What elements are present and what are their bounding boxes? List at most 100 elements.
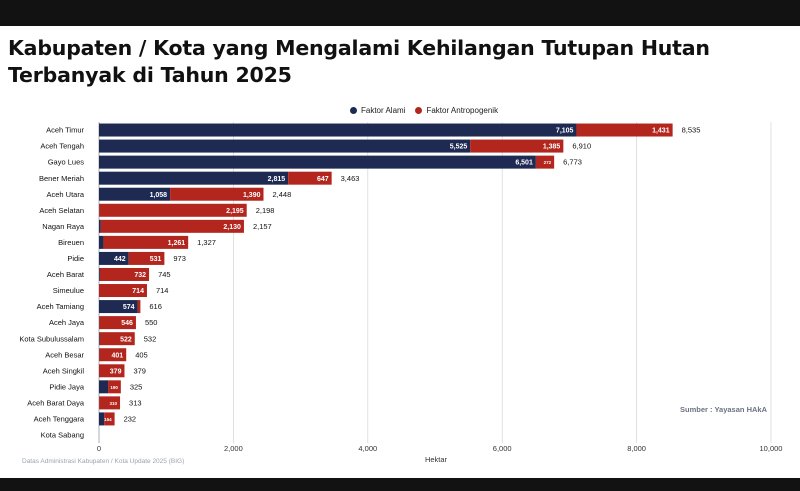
- x-tick-label: 10,000: [760, 444, 783, 453]
- legend-swatch-antropogenik: [415, 106, 423, 114]
- x-tick-label: 0: [97, 444, 101, 453]
- category-label: Aceh Singkil: [43, 366, 85, 375]
- source-note: Sumber : Yayasan HAkA: [680, 405, 767, 414]
- data-label-antropogenik: 154: [104, 417, 112, 422]
- data-label-antropogenik: 2,195: [226, 208, 244, 215]
- bar-antropogenik: [99, 316, 136, 330]
- bar-antropogenik: [99, 267, 150, 281]
- legend: Faktor Alami Faktor Antropogenik: [350, 103, 508, 117]
- chart-title: Kabupaten / Kota yang Mengalami Kehilang…: [8, 36, 710, 87]
- total-label: 325: [130, 382, 143, 391]
- total-label: 232: [124, 415, 137, 424]
- legend-swatch-alami: [350, 106, 357, 114]
- data-label-antropogenik: 310: [110, 401, 118, 406]
- category-label: Pidie Jaya: [49, 382, 84, 391]
- category-label: Aceh Utara: [46, 190, 84, 199]
- bar-antropogenik: [99, 364, 125, 378]
- total-label: 313: [129, 398, 142, 407]
- data-label-antropogenik: 1,385: [543, 144, 561, 151]
- total-label: 616: [149, 302, 162, 311]
- total-label: 379: [133, 366, 146, 375]
- bar-alami: [99, 155, 536, 169]
- bar-antropogenik: [103, 235, 189, 249]
- total-label: 2,448: [273, 190, 292, 199]
- category-label: Kota Subulussalam: [19, 334, 84, 343]
- bar-antropogenik: [99, 396, 121, 410]
- bar-alami: [99, 332, 100, 346]
- bottom-bar: [0, 478, 800, 491]
- bar-antropogenik: [104, 412, 115, 426]
- category-label: Kota Sabang: [41, 431, 84, 440]
- total-label: 714: [156, 286, 169, 295]
- bar-antropogenik: [108, 380, 121, 394]
- data-label-antropogenik: 2,130: [223, 224, 241, 231]
- total-label: 532: [144, 334, 157, 343]
- total-label: 8,535: [682, 126, 701, 135]
- bar-alami: [99, 171, 289, 185]
- total-label: 6,910: [572, 142, 591, 151]
- total-label: 6,773: [563, 158, 582, 167]
- bar-alami: [99, 219, 101, 233]
- data-label-antropogenik: 732: [134, 272, 146, 279]
- data-label-antropogenik: 546: [121, 320, 133, 327]
- data-label-antropogenik: 714: [132, 288, 144, 295]
- data-label-antropogenik: 1,390: [243, 192, 261, 199]
- bar-antropogenik: [100, 219, 244, 233]
- bar-alami: [99, 267, 100, 281]
- x-tick-label: 6,000: [493, 444, 512, 453]
- total-label: 1,327: [197, 238, 216, 247]
- bar-antropogenik: [99, 332, 135, 346]
- data-label-alami: 574: [123, 304, 135, 311]
- bar-antropogenik: [170, 187, 264, 201]
- total-label: 405: [135, 350, 148, 359]
- category-label: Aceh Tamiang: [37, 302, 84, 311]
- total-label: 745: [158, 270, 171, 279]
- legend-item-alami: Faktor Alami: [350, 106, 405, 115]
- bar-alami: [99, 187, 171, 201]
- total-label: 550: [145, 318, 158, 327]
- category-label: Aceh Timur: [46, 126, 84, 135]
- data-label-alami: 442: [114, 256, 126, 263]
- total-label: 3,463: [341, 174, 360, 183]
- data-label-antropogenik: 531: [150, 256, 162, 263]
- data-label-antropogenik: 190: [110, 385, 118, 390]
- footnote: Datas Administrasi Kabupaten / Kota Upda…: [22, 458, 185, 465]
- category-label: Aceh Selatan: [39, 206, 84, 215]
- total-label: 973: [173, 254, 186, 263]
- top-bar: [0, 0, 800, 26]
- total-label: 2,198: [256, 206, 275, 215]
- data-label-alami: 2,815: [268, 176, 286, 183]
- x-axis-label: Hektar: [425, 455, 448, 464]
- category-label: Aceh Barat: [47, 270, 85, 279]
- bar-alami: [99, 123, 577, 137]
- x-tick-label: 8,000: [627, 444, 646, 453]
- category-label: Aceh Tengah: [40, 142, 84, 151]
- total-label: 2,157: [253, 222, 272, 231]
- data-label-antropogenik: 401: [112, 352, 124, 359]
- bar-alami: [99, 412, 105, 426]
- data-label-antropogenik: 1,261: [168, 240, 186, 247]
- data-label-alami: 5,525: [450, 144, 468, 151]
- data-label-alami: 7,105: [556, 128, 574, 135]
- bar-antropogenik: [576, 123, 673, 137]
- data-label-alami: 6,501: [515, 160, 533, 167]
- bar-antropogenik: [99, 203, 247, 217]
- legend-label-alami: Faktor Alami: [361, 105, 406, 115]
- bar-alami: [99, 235, 104, 249]
- bar-antropogenik: [535, 155, 555, 169]
- x-tick-label: 4,000: [358, 444, 377, 453]
- legend-label-antropogenik: Faktor Antropogenik: [426, 105, 499, 115]
- data-label-antropogenik: 1,431: [652, 128, 670, 135]
- bar-alami: [99, 300, 138, 314]
- category-label: Aceh Besar: [45, 350, 84, 359]
- category-label: Gayo Lues: [48, 158, 85, 167]
- bar-antropogenik: [288, 171, 332, 185]
- data-label-antropogenik: 522: [120, 336, 132, 343]
- bar-alami: [99, 380, 109, 394]
- bar-alami: [99, 251, 129, 265]
- category-label: Bener Meriah: [39, 174, 84, 183]
- bar-antropogenik: [470, 139, 564, 153]
- category-label: Aceh Jaya: [49, 318, 85, 327]
- bar-antropogenik: [137, 300, 141, 314]
- bar-antropogenik: [128, 251, 165, 265]
